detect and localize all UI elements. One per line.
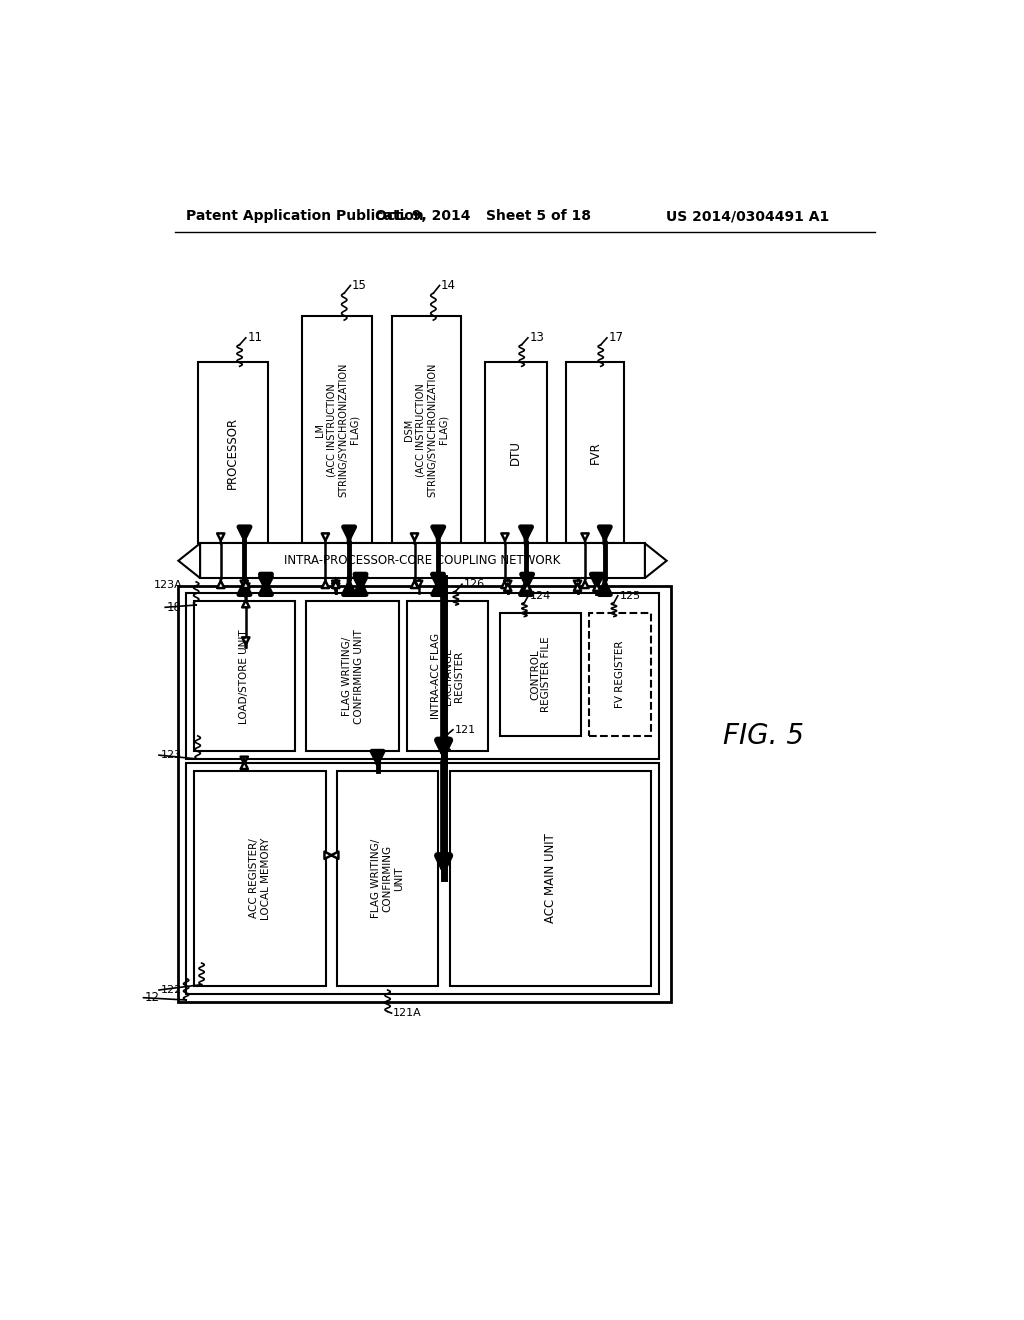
Bar [302, 317, 372, 544]
Text: DSM
(ACC INSTRUCTION
STRING/SYNCHRONIZATION
FLAG): DSM (ACC INSTRUCTION STRING/SYNCHRONIZAT… [404, 363, 449, 498]
Bar [450, 771, 651, 986]
Bar [194, 771, 326, 986]
Bar [306, 601, 399, 751]
Bar [484, 363, 547, 544]
Text: 126: 126 [464, 579, 484, 589]
Text: 14: 14 [441, 279, 456, 292]
Polygon shape [645, 544, 667, 578]
Polygon shape [178, 544, 200, 578]
Text: Sheet 5 of 18: Sheet 5 of 18 [486, 209, 591, 223]
Text: 123A: 123A [154, 579, 182, 590]
Text: LM
(ACC INSTRUCTION
STRING/SYNCHRONIZATION
FLAG): LM (ACC INSTRUCTION STRING/SYNCHRONIZATI… [314, 363, 359, 498]
Text: FIG. 5: FIG. 5 [723, 722, 804, 750]
Text: Patent Application Publication: Patent Application Publication [186, 209, 424, 223]
Text: 121A: 121A [393, 1008, 422, 1018]
Bar [589, 612, 651, 737]
Text: PROCESSOR: PROCESSOR [226, 417, 240, 488]
Text: 123: 123 [161, 750, 181, 760]
Text: FLAG WRITING/
CONFIRMING UNIT: FLAG WRITING/ CONFIRMING UNIT [342, 628, 364, 723]
Text: 125: 125 [620, 591, 640, 601]
Text: 121: 121 [455, 725, 475, 735]
Bar [194, 601, 295, 751]
Text: 15: 15 [352, 279, 367, 292]
Bar [337, 771, 438, 986]
Text: FV REGISTER: FV REGISTER [615, 640, 625, 708]
Bar [500, 612, 582, 737]
Bar [200, 544, 645, 578]
Text: 11: 11 [248, 331, 262, 345]
Bar [407, 601, 488, 751]
Bar [178, 586, 671, 1002]
Text: Oct. 9, 2014: Oct. 9, 2014 [375, 209, 470, 223]
Text: CONTROL
REGISTER FILE: CONTROL REGISTER FILE [529, 636, 552, 711]
Text: 13: 13 [529, 331, 545, 345]
Text: 12: 12 [145, 991, 160, 1005]
Text: INTRA-PROCESSOR-CORE COUPLING NETWORK: INTRA-PROCESSOR-CORE COUPLING NETWORK [285, 554, 561, 568]
Text: FVR: FVR [589, 442, 601, 465]
Text: 122: 122 [161, 985, 182, 995]
Bar [566, 363, 624, 544]
Text: 124: 124 [529, 591, 551, 601]
Bar [186, 763, 658, 994]
Text: 18: 18 [167, 601, 181, 614]
Text: LOAD/STORE UNIT: LOAD/STORE UNIT [240, 628, 249, 723]
Text: INTRA-ACC FLAG
EXCHANGE
REGISTER: INTRA-ACC FLAG EXCHANGE REGISTER [431, 634, 464, 719]
Text: ACC MAIN UNIT: ACC MAIN UNIT [544, 833, 557, 923]
Text: ACC REGISTER/
LOCAL MEMORY: ACC REGISTER/ LOCAL MEMORY [249, 837, 270, 920]
Text: FLAG WRITING/
CONFIRMING
UNIT: FLAG WRITING/ CONFIRMING UNIT [371, 838, 404, 917]
Bar [198, 363, 267, 544]
Text: 17: 17 [608, 331, 624, 345]
Text: US 2014/0304491 A1: US 2014/0304491 A1 [667, 209, 829, 223]
Text: DTU: DTU [509, 441, 522, 466]
Bar [186, 594, 658, 759]
Bar [391, 317, 461, 544]
